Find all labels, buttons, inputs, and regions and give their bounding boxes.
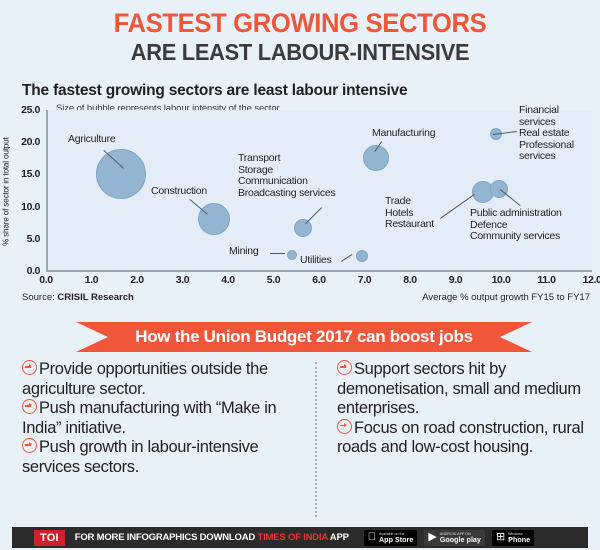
y-axis-title: % share of sector in total output xyxy=(1,137,11,247)
x-tick-label: 4.0 xyxy=(221,274,235,286)
headline-line1: FASTEST GROWING SECTORS xyxy=(113,8,487,38)
footer-text-brand: TIMES OF INDIA xyxy=(257,532,328,543)
toi-logo: TOI xyxy=(34,529,65,546)
bubble-construction xyxy=(198,202,231,235)
arrow-circle-icon xyxy=(337,360,352,375)
x-tick-label: 7.0 xyxy=(357,274,372,286)
recommendations-right: Support sectors hit by demonetisation, s… xyxy=(337,360,593,458)
section-banner: How the Union Budget 2017 can boost jobs xyxy=(76,322,532,352)
x-tick-label: 6.0 xyxy=(312,274,326,286)
bubble-mining xyxy=(286,249,297,260)
x-axis-line xyxy=(46,270,592,272)
x-tick-label: 9.0 xyxy=(448,274,463,286)
y-tick-label: 0.0 xyxy=(26,265,41,277)
y-tick-label: 5.0 xyxy=(26,232,41,245)
footer-text: FOR MORE INFOGRAPHICS DOWNLOAD TIMES OF … xyxy=(75,532,349,543)
footer-bar: TOI FOR MORE INFOGRAPHICS DOWNLOAD TIMES… xyxy=(12,527,588,548)
y-tick-label: 10.0 xyxy=(21,200,40,213)
recommendation-item: Push manufacturing with “Make in India” … xyxy=(22,399,307,438)
bubble-label: Utilities xyxy=(300,254,332,266)
y-tick-label: 15.0 xyxy=(21,168,40,181)
badge-big-text: Google play xyxy=(431,534,481,544)
recommendation-text: Focus on road construction, rural roads … xyxy=(337,418,584,457)
recommendation-text: Push growth in labour-intensive services… xyxy=(22,438,259,476)
y-axis-line xyxy=(46,110,48,271)
bubble-label: Trade Hotels Restaurant xyxy=(385,195,434,230)
badge-small-text: ANDROID APP ON xyxy=(431,531,471,536)
recommendation-item: Push growth in labour-intensive services… xyxy=(22,438,307,477)
store-icon: ⊞ xyxy=(487,531,505,543)
recommendation-text: Support sectors hit by demonetisation, s… xyxy=(337,360,581,417)
recommendations: Provide opportunities outside the agricu… xyxy=(0,360,600,520)
bubble-label: Agriculture xyxy=(68,133,116,145)
x-tick-label: 1.0 xyxy=(84,274,99,286)
bubble-label: Mining xyxy=(229,245,259,257)
x-tick-label: 2.0 xyxy=(130,274,144,286)
x-tick-label: 12.0 xyxy=(582,274,600,286)
arrow-circle-icon xyxy=(22,438,37,453)
badge-big-text: App Store xyxy=(370,534,413,544)
arrow-circle-icon xyxy=(337,418,352,434)
source-name: CRISIL Research xyxy=(57,292,134,303)
bubble-label: Financial services Real estate Professio… xyxy=(519,104,574,162)
app-badge[interactable]: ▶ ANDROID APP ON Google play xyxy=(420,529,485,546)
x-axis-title: Average % output growth FY15 to FY17 xyxy=(422,292,590,303)
x-tick-label: 0.0 xyxy=(39,274,53,286)
x-tick-label: 3.0 xyxy=(175,274,190,286)
recommendation-text: Provide opportunities outside the agricu… xyxy=(22,360,268,398)
recommendation-item: Provide opportunities outside the agricu… xyxy=(22,360,307,399)
recommendation-item: Focus on road construction, rural roads … xyxy=(337,418,593,458)
column-divider xyxy=(315,362,317,517)
bubble-transport xyxy=(294,219,313,238)
footer-text-1: FOR MORE INFOGRAPHICS DOWNLOAD xyxy=(74,532,258,543)
store-icon: ▶ xyxy=(420,531,436,543)
chart-subtitle: Size of bubble represents labour intensi… xyxy=(56,103,280,114)
chart-title: The fastest growing sectors are least la… xyxy=(22,82,408,99)
badge-small-text: Windows xyxy=(499,531,523,536)
bubble-label: Transport Storage Communication Broadcas… xyxy=(238,152,336,199)
x-tick-label: 11.0 xyxy=(537,274,556,286)
store-icon:  xyxy=(368,532,376,543)
app-badge[interactable]: ⊞ Windows Phone xyxy=(487,529,535,546)
y-tick-label: 20.0 xyxy=(21,136,40,149)
x-tick-label: 10.0 xyxy=(491,274,511,286)
arrow-circle-icon xyxy=(22,360,37,375)
bubble-label: Manufacturing xyxy=(372,127,436,139)
badge-text: Windows Phone xyxy=(508,532,530,544)
badge-text: ANDROID APP ON Google play xyxy=(440,532,481,544)
recommendation-text: Push manufacturing with “Make in India” … xyxy=(22,399,277,437)
source-prefix: Source: xyxy=(22,292,58,303)
headline: FASTEST GROWING SECTORS ARE LEAST LABOUR… xyxy=(0,0,600,65)
bubble-agriculture xyxy=(96,148,147,199)
y-tick-label: 25.0 xyxy=(21,104,40,116)
recommendation-item: Support sectors hit by demonetisation, s… xyxy=(337,360,593,419)
recommendations-left: Provide opportunities outside the agricu… xyxy=(22,360,307,477)
headline-line2: ARE LEAST LABOUR-INTENSIVE xyxy=(130,39,470,65)
badge-big-text: Phone xyxy=(499,534,530,544)
x-tick-label: 5.0 xyxy=(266,274,281,286)
badge-small-text: Available on the xyxy=(370,531,405,536)
bubble-public-administration xyxy=(489,179,508,198)
x-tick-label: 8.0 xyxy=(403,274,417,286)
arrow-circle-icon xyxy=(22,399,37,414)
badge-text: Available on the App Store xyxy=(379,532,413,544)
bubble-label: Public administration Defence Community … xyxy=(470,207,562,242)
bubble-label: Construction xyxy=(151,185,207,197)
bubble-utilities xyxy=(356,250,369,263)
footer-text-2: APP xyxy=(327,532,349,543)
leader-line xyxy=(270,253,285,254)
source-note: Source: CRISIL Research xyxy=(22,292,134,303)
